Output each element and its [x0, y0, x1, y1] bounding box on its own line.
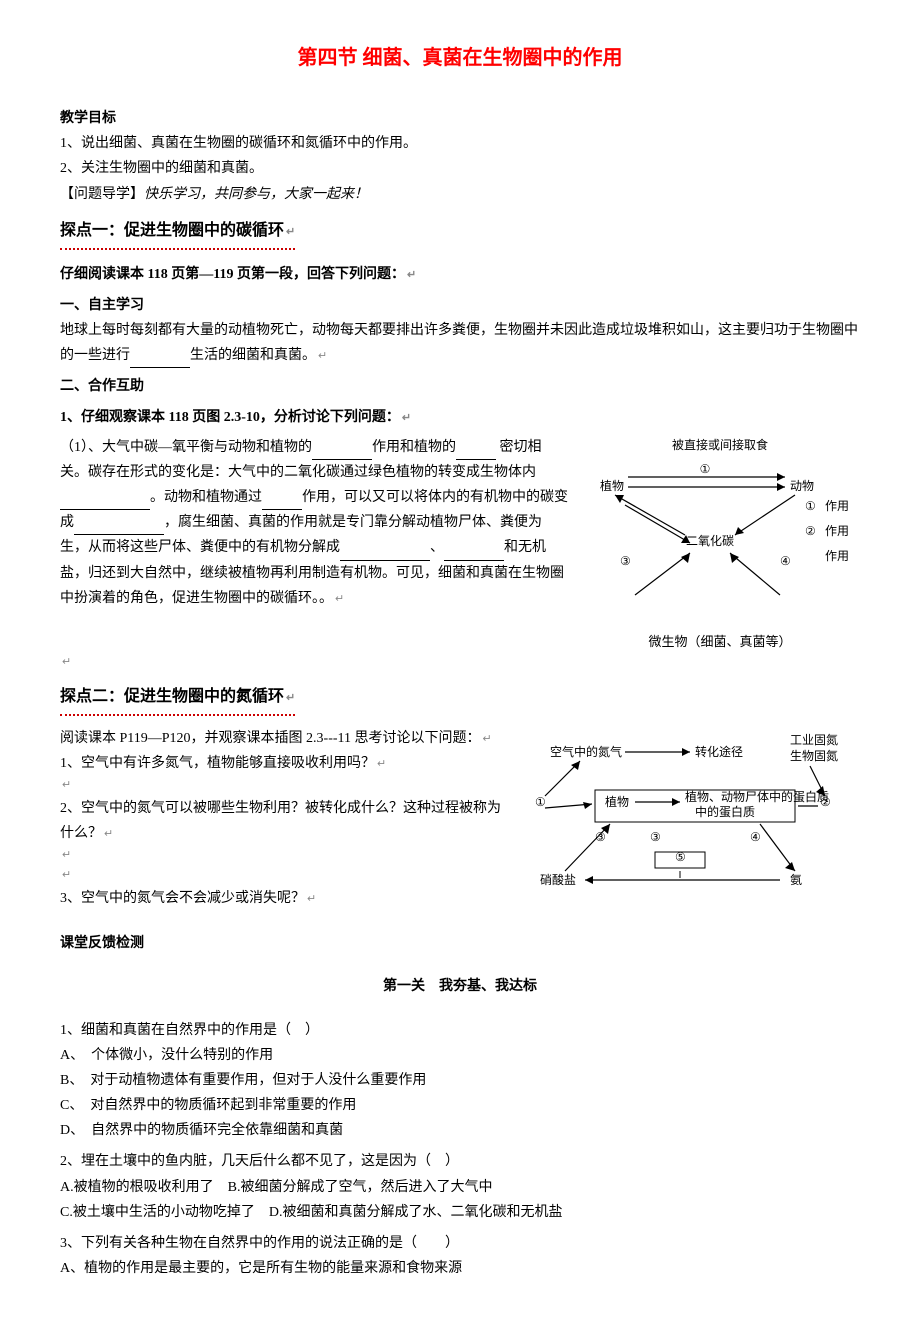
svg-text:作用: 作用 [825, 524, 849, 538]
svg-text:③: ③ [595, 830, 606, 844]
explore2-q3: 3、空气中的氮气会不会减少或消失呢？↵ [60, 886, 508, 911]
svg-text:硝酸盐: 硝酸盐 [540, 872, 576, 887]
svg-text:①: ① [805, 499, 816, 513]
svg-text:①: ① [700, 462, 711, 476]
q3-stem: 3、下列有关各种生物在自然界中的作用的说法正确的是（ ） [60, 1231, 860, 1256]
svg-text:③: ③ [650, 830, 661, 844]
q1-option-b: B、 对于动植物遗体有重要作用，但对于人没什么重要作用 [60, 1068, 860, 1093]
paragraph-mark: ↵ [62, 866, 508, 886]
explore2-intro: 阅读课本 P119—P120，并观察课本插图 2.3---11 思考讨论以下问题… [60, 726, 508, 751]
svg-text:植物、动物尸体中的蛋白质: 植物、动物尸体中的蛋白质 [685, 789, 829, 804]
svg-text:生物固氮: 生物固氮 [790, 748, 838, 763]
paragraph-mark: ↵ [62, 653, 860, 673]
svg-text:作用: 作用 [825, 549, 849, 563]
nitrogen-cycle-diagram: 空气中的氮气 转化途径 工业固氮 生物固氮 ① ② 植物 植物、动物尸体中的蛋白… [520, 726, 860, 905]
cooperation-heading: 二、合作互助 [60, 374, 860, 399]
q2-options-line2: C.被土壤中生活的小动物吃掉了 D.被细菌和真菌分解成了水、二氧化碳和无机盐 [60, 1200, 860, 1225]
guide-line: 【问题导学】快乐学习，共同参与，大家一起来！ [60, 182, 860, 207]
paragraph-mark: ↵ [62, 846, 508, 866]
q1-option-c: C、 对自然界中的物质循环起到非常重要的作用 [60, 1093, 860, 1118]
objective-item: 2、关注生物圈中的细菌和真菌。 [60, 156, 860, 181]
paragraph-mark: ↵ [62, 776, 508, 796]
carbon-cycle-text: （1）、大气中碳—氧平衡与动物和植物的作用和植物的 密切相关。碳存在形式的变化是… [60, 435, 568, 611]
svg-text:空气中的氮气: 空气中的氮气 [550, 744, 622, 759]
feedback-heading: 课堂反馈检测 [60, 931, 860, 956]
q1-option-d: D、 自然界中的物质循环完全依靠细菌和真菌 [60, 1118, 860, 1143]
svg-text:②: ② [805, 524, 816, 538]
svg-text:作用: 作用 [825, 499, 849, 513]
q2-options-line1: A.被植物的根吸收利用了 B.被细菌分解成了空气，然后进入了大气中 [60, 1175, 860, 1200]
self-study-heading: 一、自主学习 [60, 293, 860, 318]
q1-option-a: A、 个体微小，没什么特别的作用 [60, 1043, 860, 1068]
diagram-top-label: 被直接或间接取食 [672, 437, 768, 452]
explore2-q2: 2、空气中的氮气可以被哪些生物利用？被转化成什么？这种过程被称为什么？↵ [60, 796, 508, 846]
svg-text:中的蛋白质: 中的蛋白质 [695, 804, 755, 819]
carbon-cycle-diagram: 被直接或间接取食 植物 动物 ① 二氧化碳 ③ ④ ① ② 作用 作用 作用 [580, 435, 860, 654]
svg-text:④: ④ [780, 554, 791, 568]
svg-text:④: ④ [750, 830, 761, 844]
self-study-text: 地球上每时每刻都有大量的动植物死亡，动物每天都要排出许多粪便，生物圈并未因此造成… [60, 318, 860, 368]
svg-text:氨: 氨 [790, 873, 802, 887]
objective-item: 1、说出细菌、真菌在生物圈的碳循环和氮循环中的作用。 [60, 131, 860, 156]
explore2-q1: 1、空气中有许多氮气，植物能够直接吸收利用吗？↵ [60, 751, 508, 776]
svg-text:动物: 动物 [790, 479, 814, 493]
explore2-heading: 探点二：促进生物圈中的氮循环↵ [60, 683, 295, 716]
svg-text:植物: 植物 [600, 478, 624, 493]
q3-option-a: A、植物的作用是最主要的，它是所有生物的能量来源和食物来源 [60, 1256, 860, 1281]
svg-text:③: ③ [620, 554, 631, 568]
guide-label: 【问题导学】 [60, 187, 144, 202]
svg-text:二氧化碳: 二氧化碳 [686, 534, 734, 548]
cooperation-sub: 1、仔细观察课本 118 页图 2.3-10，分析讨论下列问题：↵ [60, 405, 860, 430]
objectives-heading: 教学目标 [60, 106, 860, 131]
svg-text:工业固氮: 工业固氮 [790, 732, 838, 747]
guide-text: 快乐学习，共同参与，大家一起来！ [144, 187, 368, 202]
page-title: 第四节 细菌、真菌在生物圈中的作用 [60, 40, 860, 76]
svg-text:①: ① [535, 795, 546, 809]
explore1-heading: 探点一：促进生物圈中的碳循环↵ [60, 217, 295, 250]
svg-text:植物: 植物 [605, 794, 629, 809]
svg-text:转化途径: 转化途径 [695, 744, 743, 759]
diagram1-caption: 微生物（细菌、真菌等） [580, 630, 860, 653]
level1-heading: 第一关 我夯基、我达标 [60, 974, 860, 999]
q2-stem: 2、埋在土壤中的鱼内脏，几天后什么都不见了，这是因为（ ） [60, 1149, 860, 1174]
read-instruction: 仔细阅读课本 118 页第—119 页第一段，回答下列问题：↵ [60, 262, 860, 287]
q1-stem: 1、细菌和真菌在自然界中的作用是（ ） [60, 1018, 860, 1043]
